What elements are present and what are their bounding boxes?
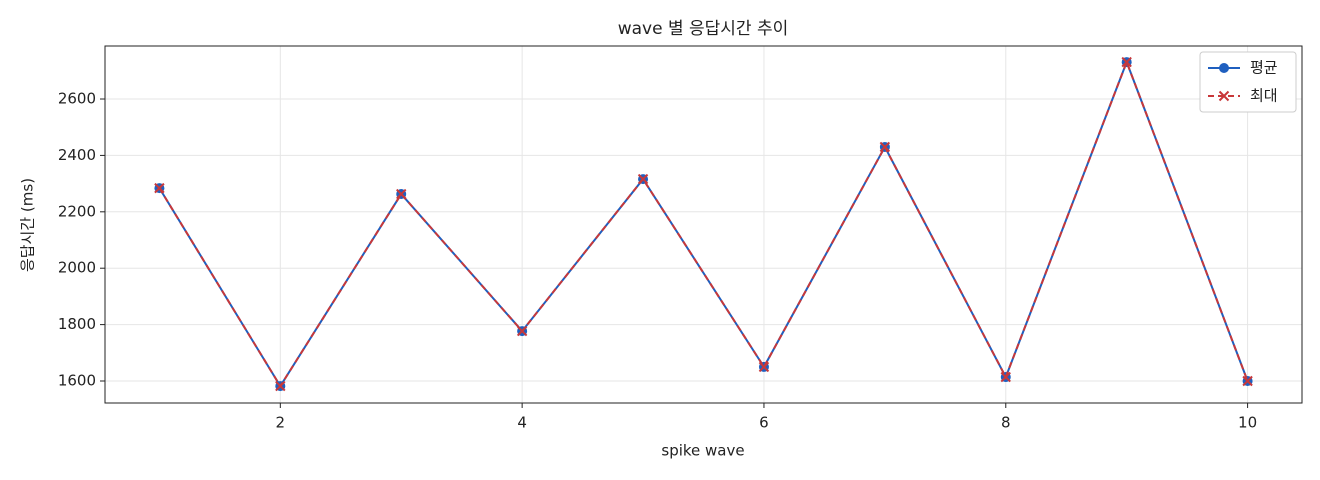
marker [1121, 56, 1132, 68]
marker [516, 325, 528, 337]
marker [275, 380, 286, 392]
x-tick-label: 6 [759, 414, 769, 432]
chart-title: wave 별 응답시간 추이 [618, 19, 789, 39]
x-tick-label: 2 [276, 414, 286, 432]
legend-label: 최대 [1250, 87, 1278, 105]
y-tick-label: 2400 [58, 146, 96, 164]
marker [1000, 371, 1011, 383]
marker [1219, 63, 1229, 73]
legend-box [1199, 51, 1297, 113]
marker [1218, 90, 1230, 102]
y-tick-label: 2200 [58, 202, 96, 220]
y-tick-label: 2600 [58, 90, 96, 108]
y-tick-label: 2000 [58, 259, 96, 277]
x-tick-label: 10 [1238, 414, 1257, 432]
series-line [158, 59, 1249, 388]
marker [1242, 375, 1253, 387]
y-axis-label: 응답시간 (ms) [19, 178, 37, 272]
y-tick-label: 1600 [58, 372, 96, 390]
x-axis-label: spike wave [661, 442, 744, 460]
x-tick-label: 4 [517, 414, 527, 432]
marker [396, 188, 407, 200]
marker [154, 182, 165, 194]
marker [758, 361, 770, 373]
y-tick-label: 1800 [58, 315, 96, 333]
marker [637, 173, 649, 185]
plot-frame [104, 45, 1303, 404]
legend-label: 평균 [1250, 59, 1278, 77]
x-tick-label: 8 [1001, 414, 1011, 432]
series-line [158, 59, 1249, 388]
marker [879, 141, 891, 153]
